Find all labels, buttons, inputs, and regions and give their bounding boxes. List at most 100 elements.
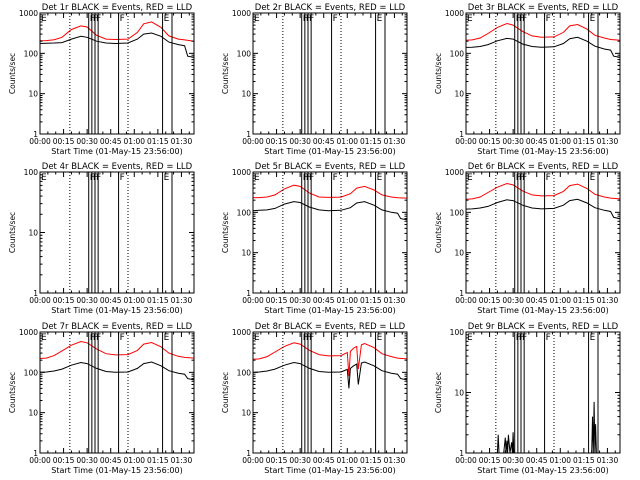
series-events-line (465, 198, 621, 220)
panel-title: Det 7r BLACK = Events, RED = LLD (42, 322, 193, 332)
x-tick-label: 01:00 (123, 137, 145, 146)
y-tick-label: 1 (459, 449, 464, 458)
flag-label-f: F (516, 173, 521, 183)
x-tick-label: 01:00 (336, 296, 358, 305)
x-tick-label: 01:30 (384, 456, 406, 465)
x-tick-label: 01:15 (573, 137, 595, 146)
flag-label-e: E (254, 333, 260, 343)
y-tick-label: 1000 (19, 328, 38, 337)
x-tick-label: 00:30 (289, 296, 311, 305)
x-tick-label: 00:45 (526, 456, 548, 465)
y-tick-label: 10 (28, 409, 38, 418)
x-tick-label: 00:30 (289, 456, 311, 465)
flag-label-e: E (590, 173, 596, 183)
x-axis-label: Start Time (01-May-15 23:56:00) (477, 466, 608, 475)
x-tick-label: 00:00 (29, 456, 51, 465)
y-axis-label: Counts/sec (221, 212, 230, 253)
x-axis-label: Start Time (01-May-15 23:56:00) (477, 306, 608, 315)
flag-label-f: F (303, 14, 308, 24)
x-axis-label: Start Time (01-May-15 23:56:00) (264, 147, 395, 156)
y-tick-label: 100 (24, 49, 39, 58)
x-tick-label: 01:15 (147, 456, 169, 465)
x-tick-label: 01:15 (360, 137, 382, 146)
x-tick-label: 01:30 (597, 456, 619, 465)
y-tick-label: 100 (24, 368, 39, 377)
y-tick-label: 10 (454, 90, 464, 99)
flag-label-f: F (333, 333, 338, 343)
x-tick-label: 00:15 (53, 296, 75, 305)
x-tick-label: 00:00 (242, 456, 264, 465)
flag-label-f: F (93, 14, 98, 24)
x-tick-label: 00:30 (289, 137, 311, 146)
x-tick-label: 01:00 (549, 456, 571, 465)
x-axis-label: Start Time (01-May-15 23:56:00) (477, 147, 608, 156)
y-tick-label: 100 (450, 49, 465, 58)
panel-title: Det 9r BLACK = Events, RED = LLD (468, 322, 619, 332)
x-axis-label: Start Time (01-May-15 23:56:00) (51, 147, 182, 156)
flag-label-e: E (41, 14, 47, 24)
x-tick-label: 00:30 (502, 296, 524, 305)
flag-label-e: E (164, 14, 170, 24)
x-tick-label: 00:45 (313, 456, 335, 465)
flag-label-f: F (333, 173, 338, 183)
panel-title: Det 1r BLACK = Events, RED = LLD (42, 3, 193, 13)
y-tick-label: 10 (28, 90, 38, 99)
y-axis-label: Counts/sec (434, 212, 443, 253)
x-tick-label: 00:30 (76, 137, 98, 146)
x-tick-label: 01:00 (123, 296, 145, 305)
x-tick-label: 01:30 (384, 296, 406, 305)
x-tick-label: 01:30 (384, 137, 406, 146)
flag-label-e: E (590, 333, 596, 343)
axes-frame (39, 171, 195, 294)
series-events-line (39, 361, 195, 381)
x-tick-label: 00:00 (29, 137, 51, 146)
x-axis-label: Start Time (01-May-15 23:56:00) (264, 306, 395, 315)
x-tick-label: 01:15 (573, 296, 595, 305)
flag-label-f: F (519, 173, 524, 183)
flag-label-e: E (41, 333, 47, 343)
x-tick-label: 01:00 (123, 456, 145, 465)
x-tick-label: 00:15 (53, 456, 75, 465)
x-tick-label: 01:30 (597, 296, 619, 305)
flag-label-f: F (309, 173, 314, 183)
y-axis-label: Counts/sec (8, 53, 17, 94)
flag-label-e: E (467, 173, 473, 183)
x-tick-label: 01:15 (360, 456, 382, 465)
flag-label-f: F (120, 14, 125, 24)
series-lld-line (252, 184, 408, 199)
flag-label-f: F (306, 14, 311, 24)
flag-label-f: F (306, 173, 311, 183)
y-tick-label: 1 (33, 289, 38, 298)
x-tick-label: 01:00 (549, 296, 571, 305)
flag-label-e: E (467, 333, 473, 343)
panel-title: Det 4r BLACK = Events, RED = LLD (42, 162, 193, 172)
y-tick-label: 10 (454, 249, 464, 258)
x-tick-label: 00:15 (266, 137, 288, 146)
x-tick-label: 01:30 (171, 296, 193, 305)
x-tick-label: 00:30 (502, 456, 524, 465)
x-tick-label: 01:30 (597, 137, 619, 146)
flag-label-f: F (522, 14, 527, 24)
x-tick-label: 00:45 (100, 456, 122, 465)
y-tick-label: 10 (241, 409, 251, 418)
x-tick-label: 00:45 (313, 296, 335, 305)
y-tick-label: 1 (459, 130, 464, 139)
flag-label-f: F (519, 333, 524, 343)
x-tick-label: 00:45 (100, 137, 122, 146)
x-tick-label: 00:30 (502, 137, 524, 146)
x-tick-label: 00:00 (455, 456, 477, 465)
y-axis-label: Counts/sec (221, 372, 230, 413)
y-axis-label: Counts/sec (434, 53, 443, 94)
series-events-line (465, 36, 621, 58)
x-tick-label: 00:45 (100, 296, 122, 305)
x-tick-label: 00:00 (242, 296, 264, 305)
flag-label-f: F (546, 173, 551, 183)
x-tick-label: 01:00 (336, 456, 358, 465)
flag-label-f: F (309, 333, 314, 343)
series-events-line (252, 201, 408, 221)
x-tick-label: 00:00 (455, 137, 477, 146)
axes-frame (465, 171, 621, 294)
y-tick-label: 1000 (232, 328, 251, 337)
